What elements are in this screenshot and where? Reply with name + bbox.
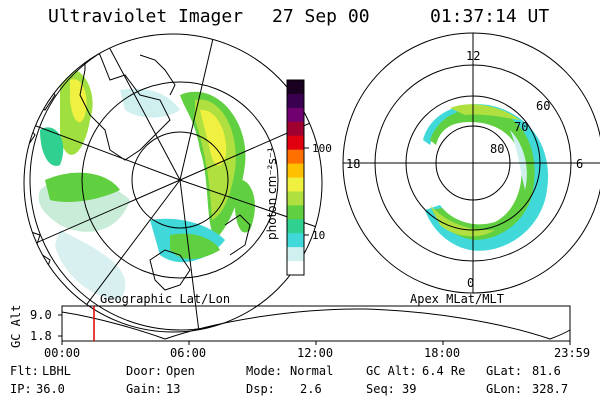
colorbar-segment: [287, 149, 304, 165]
timeline-y-label: GC Alt: [9, 305, 23, 348]
instrument-title: Ultraviolet Imager: [48, 6, 244, 27]
mlt-label-6: 6: [576, 157, 583, 171]
door-value: Open: [166, 364, 195, 378]
colorbar-segment: [287, 135, 304, 151]
timeline-y-tick-9: 9.0: [30, 308, 52, 322]
ip-label: IP:: [10, 382, 32, 396]
mlat-label-80: 80: [490, 142, 504, 156]
dsp-value: 2.6: [300, 382, 322, 396]
ip-value: 36.0: [36, 382, 65, 396]
timeline-x-tick-2359: 23:59: [554, 346, 590, 360]
mlt-polar-plot: 12 18 6 0 60 70 80: [342, 32, 600, 294]
filter-label: Flt:: [10, 364, 39, 378]
colorbar-segment: [287, 177, 304, 193]
seq-label: Seq:: [366, 382, 395, 396]
orbit-timeline: GC Alt 9.0 1.8 00:00 06:00 12:00 18:00 2…: [9, 305, 590, 360]
gain-label: Gain:: [126, 382, 163, 396]
colorbar-units: photon cm⁻²s⁻¹: [265, 147, 279, 240]
colorbar-segment: [287, 107, 304, 123]
seq-value: 39: [402, 382, 417, 396]
colorbar-segment: [287, 121, 304, 137]
time-label: 01:37:14 UT: [430, 6, 550, 27]
glat-label: GLat:: [486, 364, 523, 378]
dsp-label: Dsp:: [246, 382, 275, 396]
colorbar-segment: [287, 163, 304, 179]
colorbar-segment: [287, 205, 304, 220]
colorbar-tick-100: 100: [312, 142, 332, 155]
mlat-label-60: 60: [536, 99, 550, 113]
geographic-image: [23, 33, 323, 333]
colorbar: 100 10 photon cm⁻²s⁻¹: [265, 79, 332, 276]
colorbar-segment: [287, 191, 304, 206]
mode-label: Mode:: [246, 364, 283, 378]
timeline-x-tick-0600: 06:00: [170, 346, 206, 360]
timeline-x-tick-1200: 12:00: [297, 346, 333, 360]
date-label: 27 Sep 00: [272, 6, 370, 27]
colorbar-segment: [287, 233, 304, 248]
mlat-label-70: 70: [514, 120, 528, 134]
gc-alt-label: GC Alt:: [366, 364, 417, 378]
apex-caption: Apex MLat/MLT: [410, 292, 504, 306]
timeline-x-tick-0000: 00:00: [44, 346, 80, 360]
timeline-y-tick-1-8: 1.8: [30, 329, 52, 343]
colorbar-segment: [287, 219, 304, 234]
glon-value: 328.7: [532, 382, 569, 396]
geographic-caption: Geographic Lat/Lon: [100, 292, 230, 306]
mlt-label-18: 18: [346, 157, 360, 171]
colorbar-segment: [287, 93, 304, 109]
filter-value: LBHL: [42, 364, 71, 378]
timeline-x-tick-1800: 18:00: [424, 346, 460, 360]
colorbar-segment: [287, 247, 304, 262]
mlt-label-0: 0: [467, 276, 474, 290]
gc-alt-value: 6.4 Re: [422, 364, 466, 378]
colorbar-segment: [287, 80, 304, 95]
mlt-label-12: 12: [466, 49, 480, 63]
door-label: Door:: [126, 364, 163, 378]
colorbar-tick-10: 10: [312, 229, 325, 242]
mode-value: Normal: [290, 364, 334, 378]
glat-value: 81.6: [532, 364, 561, 378]
gain-value: 13: [166, 382, 181, 396]
glon-label: GLon:: [486, 382, 523, 396]
colorbar-segment: [287, 261, 304, 276]
